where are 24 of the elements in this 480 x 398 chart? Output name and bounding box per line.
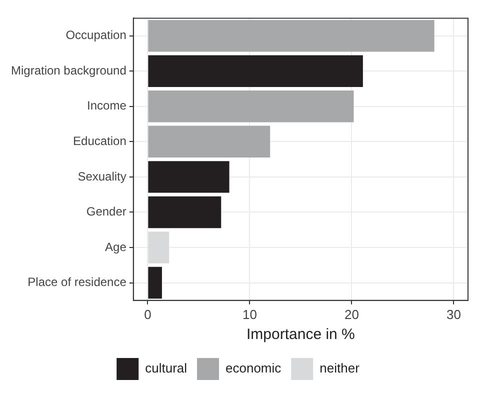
- bar: [148, 161, 230, 193]
- y-tick-label: Gender: [86, 204, 126, 219]
- y-tick-label: Income: [87, 98, 127, 113]
- bar: [148, 196, 222, 228]
- y-tick-label: Occupation: [66, 28, 126, 42]
- bar: [148, 266, 162, 299]
- bar: [148, 90, 354, 122]
- y-tick-label: Place of residence: [28, 275, 127, 290]
- y-tick-label: Sexuality: [78, 169, 126, 184]
- y-tick-label: Migration background: [10, 63, 126, 78]
- bar: [148, 126, 270, 158]
- x-tick-label: 20: [344, 306, 359, 322]
- legend-label: economic: [226, 360, 282, 376]
- legend-label: neither: [320, 360, 360, 376]
- bar: [148, 55, 363, 87]
- x-tick-label: 30: [446, 306, 461, 322]
- bar: [148, 232, 170, 264]
- y-tick-label: Education: [73, 134, 126, 148]
- x-tick-label: 0: [144, 306, 152, 322]
- y-tick-label: Age: [105, 240, 127, 254]
- legend-label: cultural: [145, 360, 188, 376]
- x-tick-label: 10: [242, 306, 257, 322]
- x-axis-title: Importance in %: [246, 326, 355, 344]
- bar: [148, 20, 434, 52]
